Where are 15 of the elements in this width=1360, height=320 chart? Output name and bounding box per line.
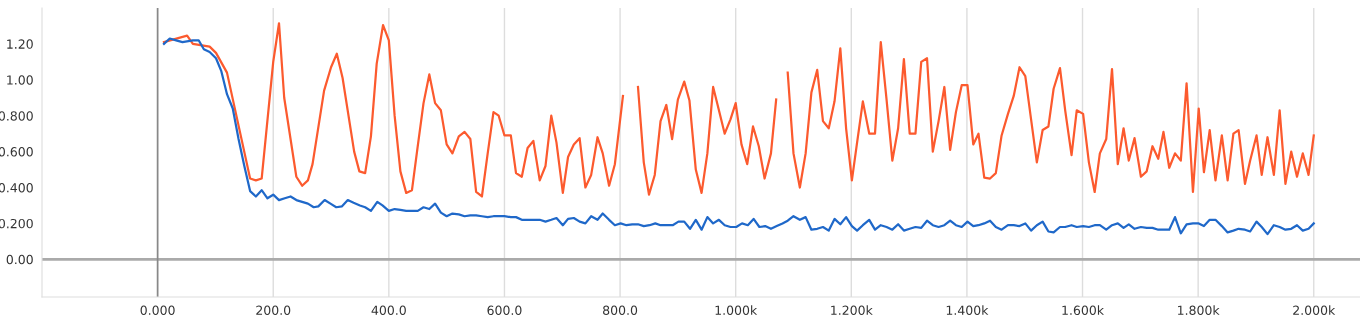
x-tick-label: 200.0: [256, 305, 291, 316]
x-tick-label: 800.0: [603, 305, 638, 316]
y-tick-label: 1.20: [7, 39, 33, 49]
x-tick-label: 1.800k: [1178, 305, 1220, 316]
x-tick-label: 1.600k: [1062, 305, 1104, 316]
x-tick-label: 1.200k: [831, 305, 873, 316]
x-tick-label: 1.400k: [946, 305, 989, 316]
x-tick-label: 1.000k: [715, 305, 758, 316]
x-tick-label: 0.000: [140, 305, 175, 316]
y-tick-label: 1.00: [7, 75, 33, 85]
x-tick-label: 2.000k: [1293, 305, 1336, 316]
x-tick-label: 400.0: [371, 305, 406, 316]
line-series: [162, 37, 1315, 236]
x-tick-label: 600.0: [487, 305, 522, 316]
y-tick-label: 0.00: [6, 254, 33, 265]
